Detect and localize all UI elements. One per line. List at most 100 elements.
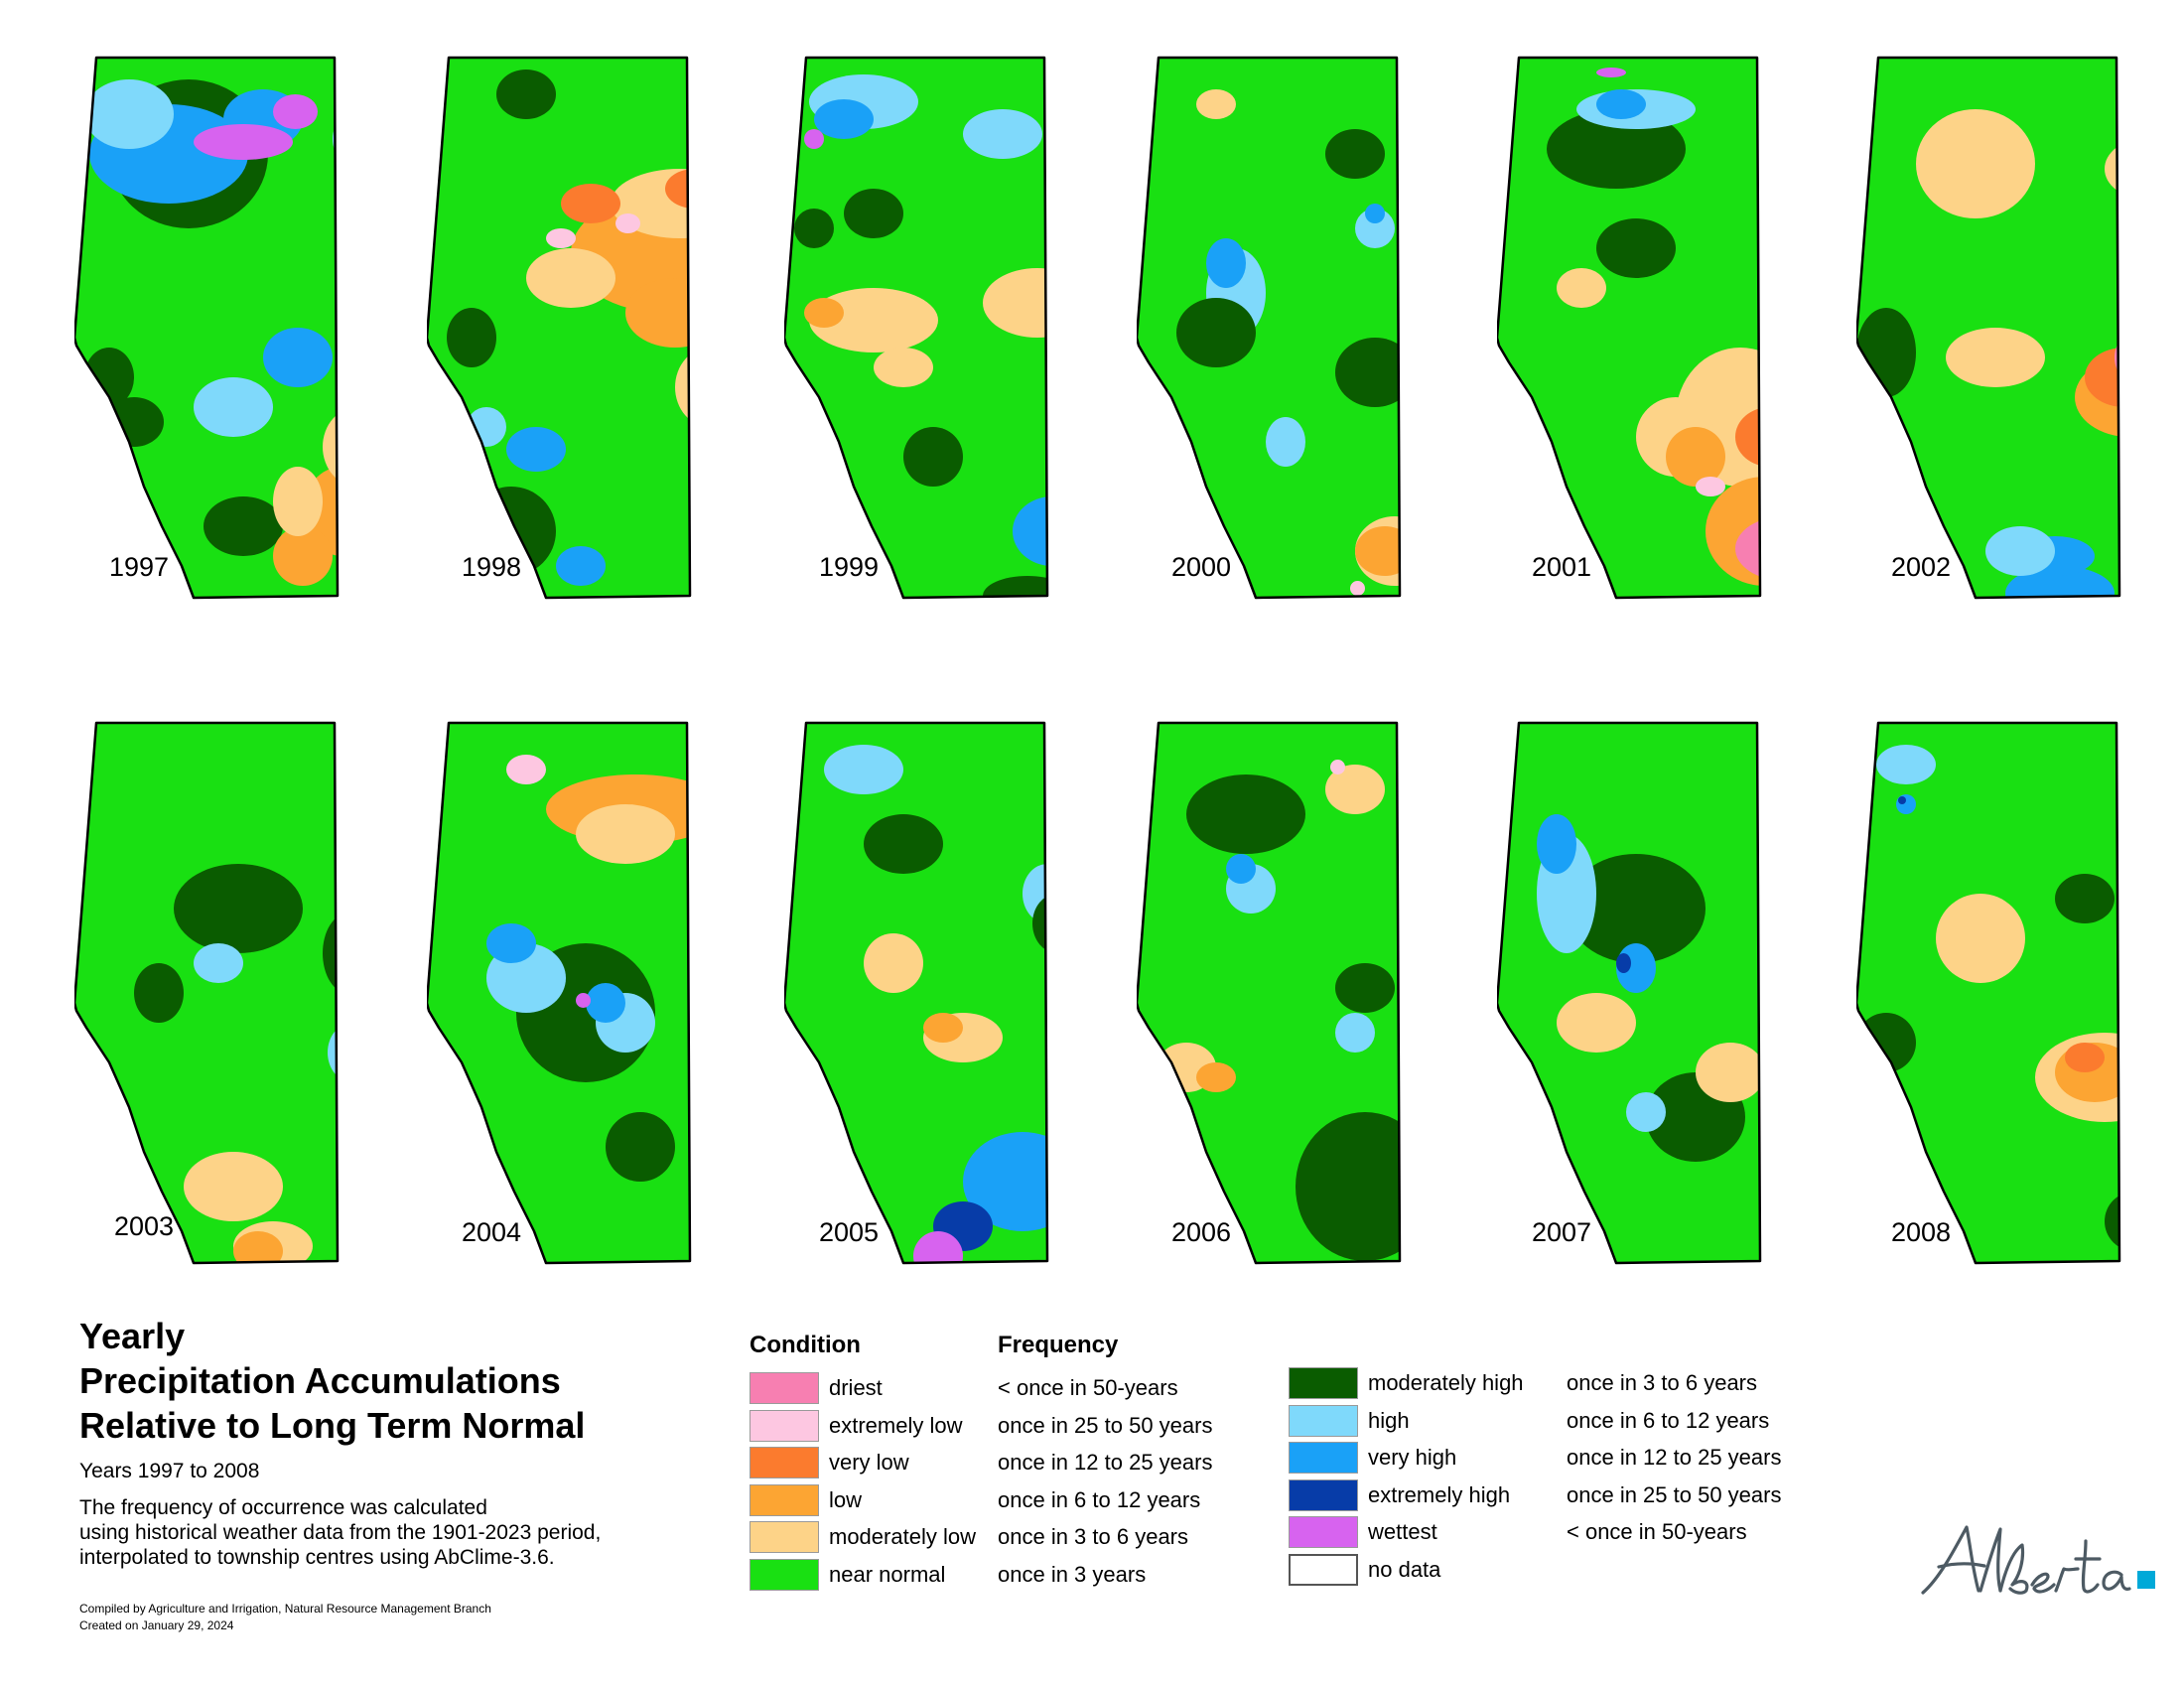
map-region (134, 963, 184, 1023)
precipitation-map-1999 (784, 56, 1049, 600)
description-line: using historical weather data from the 1… (79, 1521, 602, 1544)
map-region (923, 1013, 963, 1043)
map-region (1567, 854, 1706, 963)
map-region (467, 407, 506, 447)
legend-entry: no data (1289, 1553, 1864, 1588)
map-panel-1998: 1998 (427, 50, 725, 606)
map-region (1325, 129, 1385, 179)
year-label: 1999 (819, 552, 880, 582)
map-panel-2007: 2007 (1497, 715, 1795, 1271)
map-region (963, 1132, 1047, 1231)
legend-frequency-label: once in 6 to 12 years (1567, 1407, 1770, 1433)
legend-condition-header: Condition (750, 1332, 861, 1358)
legend-condition-label: very high (1368, 1445, 1457, 1470)
map-region (1896, 794, 1916, 814)
year-label: 2002 (1891, 552, 1952, 582)
map-region (1696, 1043, 1760, 1102)
description-line: interpolated to township centres using A… (79, 1546, 555, 1569)
map-region (2115, 328, 2119, 387)
map-panel-2005: 2005 (784, 715, 1082, 1271)
precipitation-map-2001 (1497, 56, 1762, 600)
map-region (546, 228, 576, 248)
legend-condition-label: moderately low (829, 1524, 976, 1549)
map-region (194, 943, 243, 983)
map-region (1266, 417, 1305, 467)
map-region (333, 109, 338, 169)
map-region (84, 79, 174, 149)
year-label: 2007 (1532, 1217, 1592, 1247)
legend-frequency-header: Frequency (998, 1332, 1119, 1358)
map-region (1876, 745, 1936, 784)
map-region (1196, 89, 1236, 119)
legend-condition-label: low (829, 1486, 863, 1512)
map-region (506, 755, 546, 784)
map-region (1023, 864, 1047, 923)
legend-frequency-label: once in 6 to 12 years (998, 1486, 1201, 1512)
map-region (263, 328, 333, 387)
legend-frequency-label: once in 25 to 50 years (1567, 1481, 1782, 1507)
map-title-line-2: Precipitation Accumulations (79, 1360, 561, 1401)
year-label: 2006 (1171, 1217, 1232, 1247)
legend-swatch (750, 1483, 819, 1516)
precipitation-map-2000 (1137, 56, 1402, 600)
map-region (606, 1112, 675, 1182)
legend-entry: moderately high once in 3 to 6 years (1289, 1367, 1864, 1401)
map-region (1735, 407, 1760, 467)
map-region (496, 70, 556, 119)
province-outline (74, 56, 340, 600)
legend-condition-label: very low (829, 1450, 909, 1475)
map-region (1365, 204, 1385, 223)
legend-swatch (1289, 1367, 1358, 1399)
map-region (1013, 496, 1047, 566)
map-region (864, 814, 943, 874)
credits: Compiled by Agriculture and Irrigation, … (79, 1601, 491, 1634)
legend-swatch (750, 1409, 819, 1442)
map-panel-1999: 1999 (784, 50, 1082, 606)
legend-frequency-label: once in 25 to 50 years (998, 1412, 1213, 1438)
map-region (903, 427, 963, 487)
description-line: The frequency of occurrence was calculat… (79, 1496, 487, 1519)
legend-entry: moderately low once in 3 to 6 years (750, 1521, 1256, 1555)
year-label: 2000 (1171, 552, 1232, 582)
map-region (556, 546, 606, 586)
alberta-wordmark-icon (1921, 1525, 2155, 1595)
map-region (1226, 854, 1256, 884)
map-region (1557, 993, 1636, 1053)
legend-frequency-label: once in 12 to 25 years (998, 1450, 1213, 1475)
legend-swatch (1289, 1516, 1358, 1548)
legend-swatch (1289, 1442, 1358, 1474)
precipitation-map-1998 (427, 56, 692, 600)
province-outline (1137, 56, 1402, 600)
map-region (615, 213, 640, 233)
map-region (184, 1152, 283, 1221)
year-label: 2004 (462, 1217, 522, 1247)
map-region (204, 496, 283, 556)
map-region (586, 983, 625, 1023)
map-region (804, 298, 844, 328)
map-region (695, 844, 725, 904)
map-panel-1997: 1997 (74, 50, 372, 606)
map-region (1985, 526, 2055, 576)
map-region (1616, 953, 1631, 973)
legend-swatch (750, 1447, 819, 1478)
map-region (194, 377, 273, 437)
legend-condition-label: high (1368, 1407, 1410, 1433)
year-label: 1997 (109, 552, 170, 582)
province-outline (1856, 721, 2121, 1265)
map-region (1936, 894, 2025, 983)
map-region (1666, 427, 1725, 487)
map-region (1325, 765, 1385, 814)
map-region (2124, 159, 2154, 199)
legend-entry: very high once in 12 to 25 years (1289, 1442, 1864, 1476)
map-region (844, 189, 903, 238)
map-panel-2003: 2003 (74, 715, 372, 1271)
map-region (506, 427, 566, 472)
map-panel-2000: 2000 (1137, 50, 1434, 606)
map-region (576, 804, 675, 864)
map-region (174, 864, 303, 953)
precipitation-map-2002 (1856, 56, 2154, 600)
legend-condition-label: driest (829, 1375, 883, 1400)
map-region (2055, 874, 2115, 923)
map-region (809, 288, 938, 352)
legend-condition-label: near normal (829, 1561, 946, 1587)
